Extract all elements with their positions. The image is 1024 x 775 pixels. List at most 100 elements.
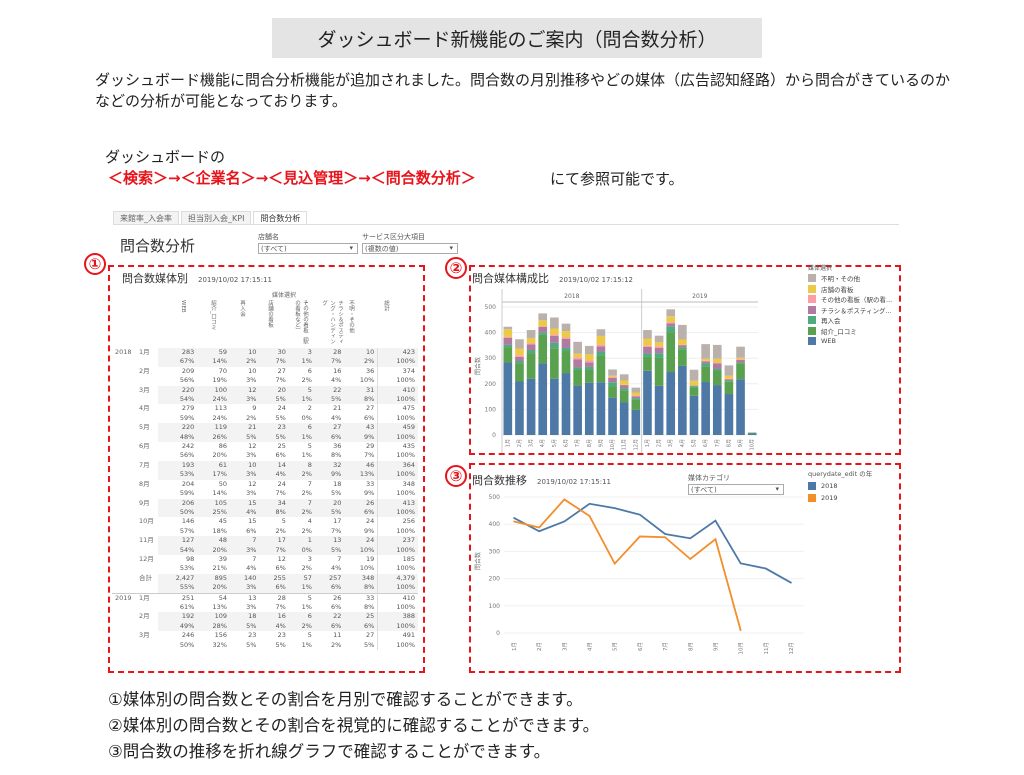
count-cell: 5 bbox=[281, 517, 286, 526]
table-row: 56% 19% 3% 7% 2% 4% 10% 100% bbox=[112, 376, 418, 386]
legend-label: 2019 bbox=[821, 494, 838, 502]
bar-segment bbox=[666, 322, 676, 324]
service-filter-label: サービス区分大項目 bbox=[362, 233, 425, 241]
data-point bbox=[689, 558, 692, 560]
bar-segment bbox=[515, 361, 524, 364]
count-cell: 6 bbox=[288, 423, 315, 433]
service-filter-select[interactable]: (複数の値) bbox=[362, 243, 458, 254]
count-cell: 27 bbox=[314, 423, 345, 433]
count-cell: 348 bbox=[344, 573, 378, 584]
percent-cell: 57% bbox=[179, 526, 195, 535]
data-point bbox=[664, 536, 666, 539]
x-tick-label: 3月 bbox=[561, 642, 568, 651]
count-cell: 31 bbox=[344, 385, 378, 396]
month-cell: 12月 bbox=[139, 554, 154, 563]
percent-cell: 100% bbox=[377, 602, 418, 613]
bar-segment bbox=[678, 349, 687, 366]
bar-segment bbox=[701, 382, 710, 435]
legend-swatch bbox=[808, 337, 816, 346]
y-tick-label: 400 bbox=[489, 521, 501, 528]
count-cell: 86 bbox=[218, 442, 227, 451]
bar-panel-highlight bbox=[469, 265, 901, 455]
percent-cell: 55% bbox=[158, 583, 198, 594]
legend-item[interactable]: WEB bbox=[808, 336, 892, 347]
legend-item[interactable]: 再入会 bbox=[808, 315, 892, 326]
bar-segment bbox=[608, 375, 617, 377]
percent-cell: 9% bbox=[314, 470, 345, 480]
table-panel-title: 問合数媒体別 2019/10/02 17:15:11 bbox=[122, 270, 272, 286]
count-cell: 5 bbox=[307, 631, 312, 640]
percent-cell: 59% bbox=[179, 489, 195, 498]
column-header: 不明・その他 bbox=[348, 300, 354, 333]
count-cell: 283 bbox=[158, 348, 198, 358]
legend-item[interactable]: 2019 bbox=[808, 492, 872, 504]
bar-segment bbox=[608, 397, 617, 435]
bar-segment bbox=[654, 357, 664, 386]
column-header: チラシ＆ポスティング・ハンディング bbox=[321, 300, 343, 344]
table-row: 59% 24% 2% 5% 0% 4% 6% 100% bbox=[112, 413, 418, 424]
percent-cell: 3% bbox=[246, 451, 257, 460]
data-point bbox=[538, 526, 540, 529]
count-cell: 13 bbox=[248, 593, 257, 602]
x-tick-label: 12月 bbox=[633, 439, 639, 450]
count-cell: 11 bbox=[333, 631, 342, 640]
media-filter-select[interactable]: (すべて) bbox=[688, 484, 784, 495]
bar-segment bbox=[689, 385, 699, 387]
percent-cell: 56% bbox=[179, 376, 195, 385]
percent-cell: 1% bbox=[288, 583, 315, 594]
count-cell: 348 bbox=[377, 479, 418, 490]
percent-cell: 6% bbox=[246, 526, 257, 535]
count-cell: 364 bbox=[377, 460, 418, 471]
year-cell bbox=[112, 517, 136, 526]
percent-cell: 3% bbox=[229, 470, 260, 480]
percent-cell: 2% bbox=[301, 564, 312, 573]
table-row: 54% 24% 3% 5% 1% 5% 8% 100% bbox=[112, 395, 418, 405]
y-axis-label: 問合数 bbox=[474, 552, 482, 570]
table-row: 53% 21% 4% 6% 2% 4% 10% 100% bbox=[112, 564, 418, 574]
count-cell: 15 bbox=[229, 498, 260, 508]
data-point bbox=[689, 537, 692, 540]
month-cell: 11月 bbox=[139, 536, 154, 545]
percent-cell: 5% bbox=[364, 640, 375, 649]
tab-visit-rate[interactable]: 来館率_入会率 bbox=[113, 211, 179, 224]
bar-segment bbox=[619, 402, 629, 435]
legend-item[interactable]: 紹介_口コミ bbox=[808, 326, 892, 337]
tab-inquiry-analysis[interactable]: 問合数分析 bbox=[253, 211, 308, 224]
count-cell: 27 bbox=[366, 404, 375, 413]
data-point bbox=[588, 515, 591, 517]
column-header: 総計 bbox=[383, 300, 389, 311]
percent-cell: 1% bbox=[288, 357, 315, 367]
bar-segment bbox=[701, 361, 710, 364]
percent-cell: 6% bbox=[314, 583, 345, 594]
legend-swatch bbox=[808, 305, 816, 314]
count-cell: 279 bbox=[181, 404, 195, 413]
bar-segment bbox=[678, 345, 687, 348]
tab-staff-kpi[interactable]: 担当別入会_KPI bbox=[181, 211, 252, 224]
percent-cell: 50% bbox=[158, 507, 198, 518]
year-header: 2019 bbox=[692, 293, 707, 300]
store-filter-select[interactable]: (すべて) bbox=[258, 243, 358, 254]
stacked-bar-chart: 0 100 200 300 400 500 問合数 2018 1月 2月 3月 4月 5月 6月 7月 8月 9… bbox=[474, 289, 758, 453]
bar-segment bbox=[526, 353, 536, 379]
count-cell: 209 bbox=[181, 366, 195, 375]
note-2: ②媒体別の問合数とその割合を視覚的に確認することができます。 bbox=[108, 716, 600, 735]
bar-segment bbox=[654, 342, 664, 347]
legend-item[interactable]: 不明・その他 bbox=[808, 273, 892, 284]
percent-cell: 100% bbox=[377, 451, 418, 461]
bar-segment bbox=[654, 346, 664, 348]
legend-item[interactable]: 店舗の看板 bbox=[808, 284, 892, 295]
count-cell: 34 bbox=[259, 498, 289, 508]
x-tick-label: 2月 bbox=[657, 439, 663, 447]
month-cell: 合計 bbox=[139, 573, 152, 582]
data-point bbox=[563, 498, 566, 501]
bar-segment bbox=[515, 363, 524, 382]
legend-item[interactable]: チラシ＆ポスティング... bbox=[808, 305, 892, 316]
x-tick-label: 5月 bbox=[552, 439, 558, 447]
x-tick-label: 2月 bbox=[536, 642, 543, 651]
bar-segment bbox=[596, 351, 606, 356]
percent-cell: 2% bbox=[229, 357, 260, 367]
percent-cell: 100% bbox=[377, 470, 418, 480]
legend-item[interactable]: その他の看板（駅の看... bbox=[808, 294, 892, 305]
legend-item[interactable]: 2018 bbox=[808, 480, 872, 492]
percent-cell: 4% bbox=[331, 376, 342, 385]
